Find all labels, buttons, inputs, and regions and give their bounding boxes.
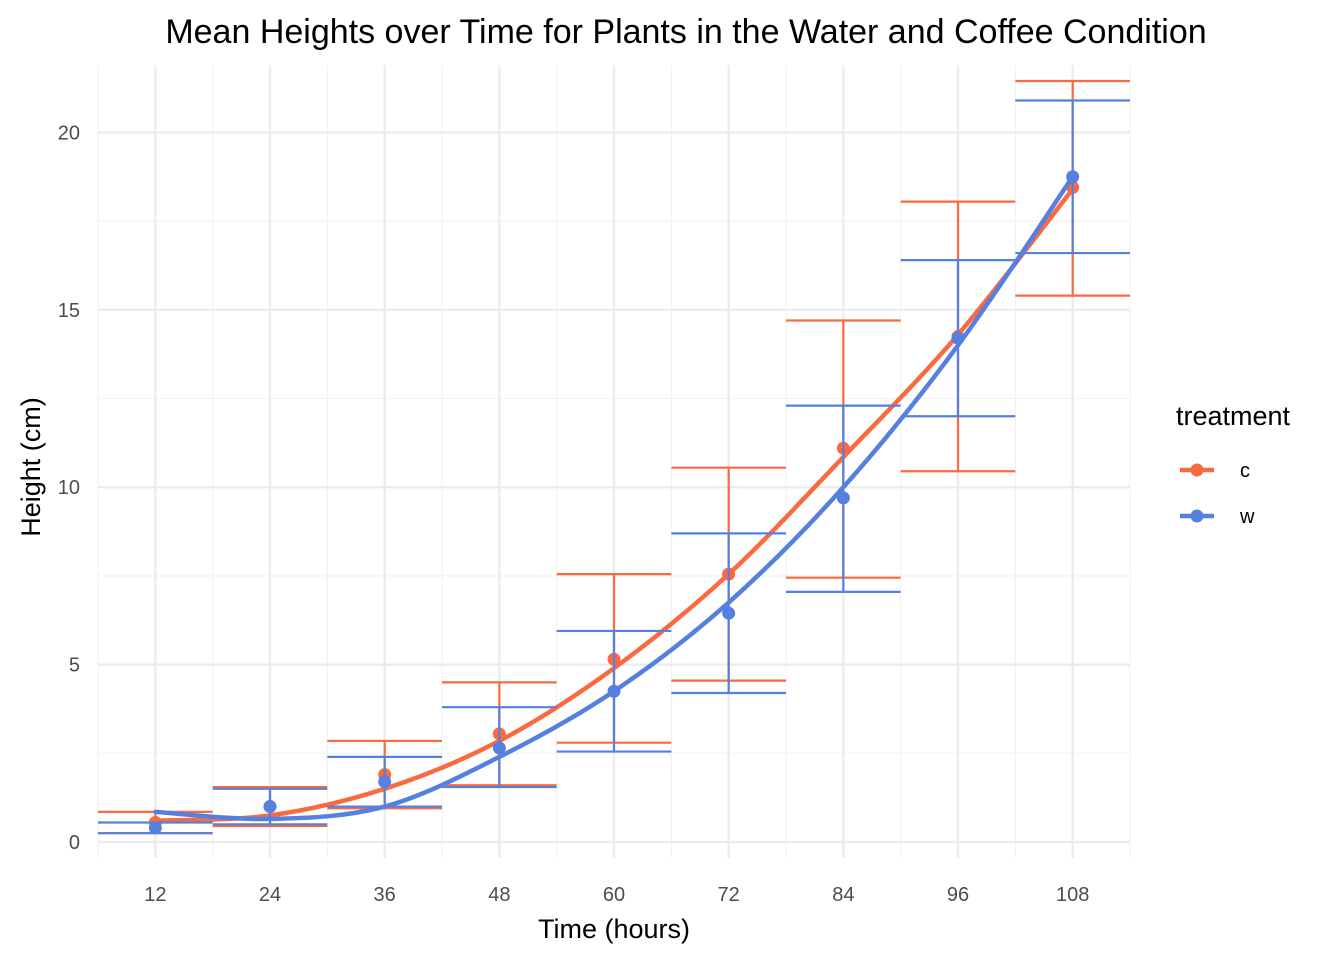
y-axis-ticks: 0 5 10 15 20 bbox=[58, 122, 80, 854]
y-tick-label: 15 bbox=[58, 300, 80, 322]
legend-item-c: c bbox=[1180, 460, 1250, 482]
legend-key-point bbox=[1190, 463, 1204, 477]
y-tick-label: 0 bbox=[69, 832, 80, 854]
x-tick-label: 12 bbox=[144, 884, 166, 906]
x-tick-label: 72 bbox=[718, 884, 740, 906]
x-tick-label: 84 bbox=[832, 884, 854, 906]
x-tick-label: 48 bbox=[488, 884, 510, 906]
legend-key-point bbox=[1190, 509, 1204, 523]
legend-item-w: w bbox=[1180, 506, 1255, 528]
y-tick-label: 20 bbox=[58, 122, 80, 144]
data-point bbox=[607, 684, 621, 698]
x-axis-ticks: 12 24 36 48 60 72 84 96 108 bbox=[144, 884, 1089, 906]
legend-label: c bbox=[1240, 460, 1250, 482]
series-layer bbox=[98, 79, 1130, 835]
data-point bbox=[1066, 170, 1080, 184]
y-tick-label: 5 bbox=[69, 655, 80, 677]
series-w bbox=[98, 99, 1130, 835]
chart-title: Mean Heights over Time for Plants in the… bbox=[165, 13, 1206, 51]
y-tick-label: 10 bbox=[58, 477, 80, 499]
data-point bbox=[951, 331, 965, 345]
fit-line-w bbox=[153, 174, 1075, 822]
data-point bbox=[722, 606, 736, 620]
data-point bbox=[378, 775, 392, 789]
x-tick-label: 96 bbox=[947, 884, 969, 906]
y-axis-title: Height (cm) bbox=[16, 397, 46, 537]
x-tick-label: 60 bbox=[603, 884, 625, 906]
x-tick-label: 36 bbox=[374, 884, 396, 906]
data-point bbox=[836, 491, 850, 505]
data-point bbox=[492, 741, 506, 755]
data-point bbox=[263, 800, 277, 814]
x-tick-label: 24 bbox=[259, 884, 281, 906]
legend: treatment c w bbox=[1176, 401, 1291, 528]
legend-title: treatment bbox=[1176, 401, 1291, 431]
legend-label: w bbox=[1239, 506, 1255, 528]
x-tick-label: 108 bbox=[1056, 884, 1089, 906]
fit-line-c bbox=[153, 186, 1075, 823]
x-axis-title: Time (hours) bbox=[538, 914, 690, 944]
data-point bbox=[148, 821, 162, 835]
